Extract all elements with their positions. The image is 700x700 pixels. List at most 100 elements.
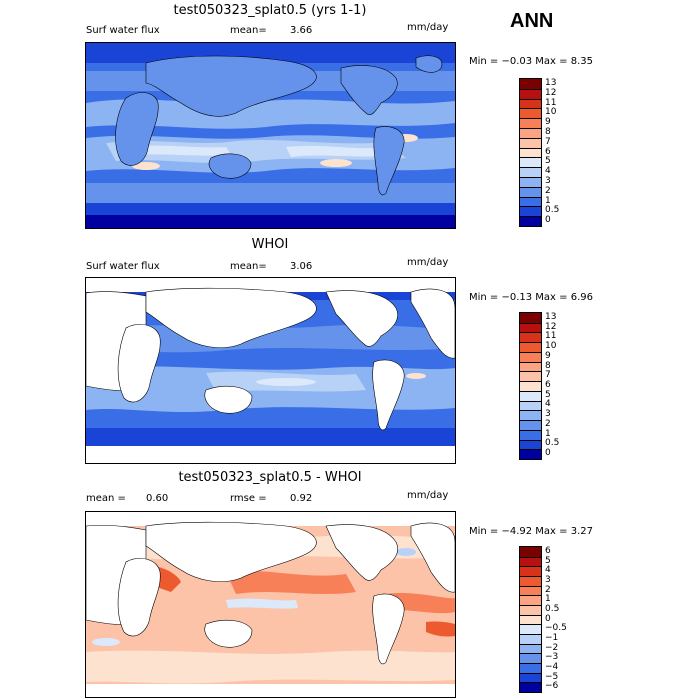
colorbar-swatch [520,88,541,99]
colorbar-swatch [520,108,541,119]
colorbar-swatch [520,595,541,605]
colorbar-swatch [520,216,541,226]
panel-2-mean-label: mean= [230,261,267,272]
colorbar-swatch [520,400,541,411]
colorbar-swatch [520,313,541,323]
colorbar-tick-label: 8 [545,360,551,371]
colorbar-tick-label: 6 [545,146,551,157]
colorbar-tick-label: 11 [545,331,557,342]
colorbar-tick-label: 11 [545,97,557,108]
colorbar-tick-label: 5 [545,555,551,566]
colorbar-swatch [520,361,541,372]
colorbar-tick-label: 1 [545,195,551,206]
panel-3-units: mm/day [407,490,449,501]
colorbar-tick-label: 10 [545,341,557,352]
colorbar-tick-label: 7 [545,136,551,147]
panel-1-title: test050323_splat0.5 (yrs 1-1) [173,3,367,18]
colorbar-tick-label: −1 [545,632,559,643]
colorbar-swatch [520,206,541,217]
panel-3-title: test050323_splat0.5 - WHOI [178,470,362,485]
colorbar-tick-label: 9 [545,350,551,361]
panel-3-rmse-label: rmse = [230,493,267,504]
colorbar-swatch [520,410,541,421]
colorbar-swatch [520,672,541,683]
colorbar-swatch [520,157,541,168]
panel-3-map-svg [86,512,455,697]
colorbar-swatch [520,371,541,382]
panel-3-map [85,511,456,698]
colorbar-tick-label: 4 [545,565,551,576]
colorbar-tick-label: 13 [545,311,557,322]
panel-2-map [85,277,456,464]
colorbar-tick-label: −0.5 [545,623,567,634]
colorbar-swatch [520,118,541,128]
colorbar-tick-label: 4 [545,166,551,177]
colorbar-tick-label: 10 [545,107,557,118]
colorbar-swatch [520,653,541,663]
colorbar-swatch [520,682,541,692]
colorbar-tick-label: 3 [545,409,551,420]
colorbar-swatch [520,566,541,576]
colorbar-swatch [520,137,541,148]
panel-2-mean-value: 3.06 [290,261,313,272]
colorbar-swatch [520,79,541,89]
panel-3-colorbar: 6 5 4 3 2 1 0.5 0 −0.5 −1 −2 −3 −4 −5 −6 [519,546,567,693]
colorbar-tick-label: 0 [545,613,551,624]
colorbar-tick-label: 7 [545,370,551,381]
colorbar-swatch [520,196,541,207]
panel-1-field-label: Surf water flux [86,25,160,36]
colorbar-tick-label: 6 [545,545,551,556]
colorbar-swatch [520,167,541,177]
panel-2-units: mm/day [407,257,449,268]
colorbar-swatch [520,332,541,343]
colorbar-swatch [520,643,541,654]
colorbar-tick-label: 3 [545,175,551,186]
panel-2-field-label: Surf water flux [86,261,160,272]
colorbar-tick-label: 8 [545,126,551,137]
colorbar-swatch [520,439,541,450]
colorbar-swatch [520,147,541,158]
colorbar-tick-label: −6 [545,681,559,692]
panel-2-colorbar: 13 12 11 10 9 8 7 6 5 4 3 2 1 0.5 0 [519,312,559,460]
panel-1-mean-label: mean= [230,25,267,36]
colorbar-tick-label: 13 [545,77,557,88]
season-label: ANN [510,10,554,32]
colorbar-tick-label: −4 [545,661,559,672]
colorbar-swatch [520,663,541,673]
colorbar-swatch [520,605,541,615]
colorbar-tick-label: 2 [545,418,551,429]
colorbar-tick-label: 12 [545,321,557,332]
panel-2-title: WHOI [251,237,289,252]
panel-1-units: mm/day [407,22,449,33]
panel-1-mean-value: 3.66 [290,25,313,36]
colorbar-tick-label: 0.5 [545,438,560,449]
colorbar-tick-label: 1 [545,594,551,605]
colorbar-tick-label: 4 [545,399,551,410]
colorbar-swatch [520,98,541,109]
colorbar-swatch [520,128,541,138]
colorbar-tick-label: −2 [545,642,559,653]
colorbar-swatch [520,390,541,401]
panel-3-minmax: Min = −4.92 Max = 3.27 [469,526,593,537]
colorbar-swatch [520,547,541,557]
panel-1-colorbar: 13 12 11 10 9 8 7 6 5 4 3 2 1 0.5 0 [519,78,559,227]
colorbar-swatch [520,381,541,391]
colorbar-swatch [520,585,541,596]
panel-2-minmax: Min = −0.13 Max = 6.96 [469,292,593,303]
colorbar-swatch [520,177,541,187]
colorbar-tick-label: −3 [545,652,559,663]
colorbar-swatch [520,420,541,430]
colorbar-swatch [520,322,541,333]
colorbar-tick-label: 0 [545,448,551,459]
colorbar-tick-label: 2 [545,185,551,196]
colorbar-tick-label: 12 [545,87,557,98]
colorbar-tick-label: 9 [545,117,551,128]
colorbar-tick-label: 0.5 [545,603,560,614]
colorbar-tick-label: 2 [545,584,551,595]
colorbar-tick-label: 0 [545,215,551,226]
colorbar-swatch [520,624,541,634]
colorbar-tick-label: 0.5 [545,205,560,216]
panel-3-mean-label: mean = [86,493,126,504]
colorbar-swatch [520,351,541,362]
panel-1-minmax: Min = −0.03 Max = 8.35 [469,56,593,67]
